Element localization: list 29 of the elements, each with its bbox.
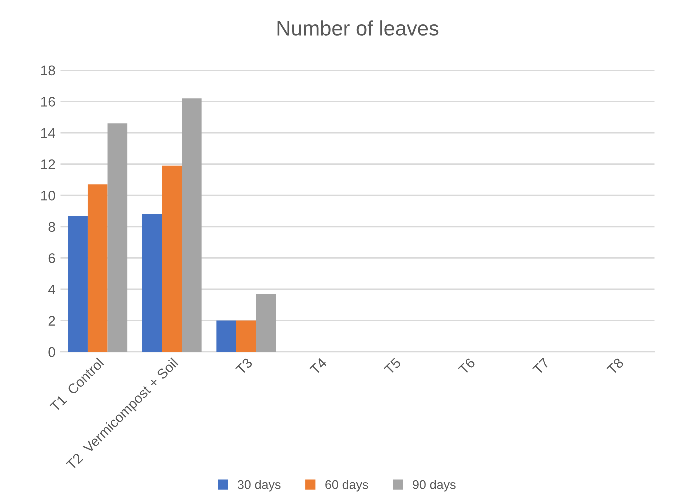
bar [108, 124, 128, 352]
x-tick-label: T5 [384, 358, 402, 376]
y-tick-label: 8 [48, 222, 56, 232]
x-tick-label: T4 [310, 358, 328, 376]
y-tick-label: 12 [42, 160, 56, 170]
y-tick-label: 6 [48, 254, 56, 264]
y-tick-label: 0 [48, 347, 56, 358]
bar [162, 166, 182, 352]
y-tick-label: 4 [48, 284, 56, 295]
y-tick-label: 18 [42, 66, 56, 76]
bar [256, 294, 276, 352]
x-tick-label: T8 [606, 358, 624, 376]
x-tick-label: T7 [532, 358, 550, 376]
x-tick-label: T6 [458, 358, 476, 376]
y-tick-label: 2 [48, 316, 56, 326]
y-tick-label: 16 [42, 97, 56, 107]
bar [236, 320, 256, 352]
legend-label: 60 days [326, 480, 368, 492]
x-tick-label: T3 [235, 358, 254, 376]
y-tick-label: 14 [42, 128, 56, 138]
legend-label: 30 days [238, 480, 281, 492]
y-tick-label: 10 [42, 190, 56, 201]
legend-label: 90 days [413, 480, 456, 492]
bar [68, 216, 88, 352]
bar [182, 98, 202, 352]
bar [88, 184, 108, 352]
bar [216, 320, 236, 352]
chart-title: Number of leaves [278, 20, 439, 36]
bar [142, 214, 162, 352]
